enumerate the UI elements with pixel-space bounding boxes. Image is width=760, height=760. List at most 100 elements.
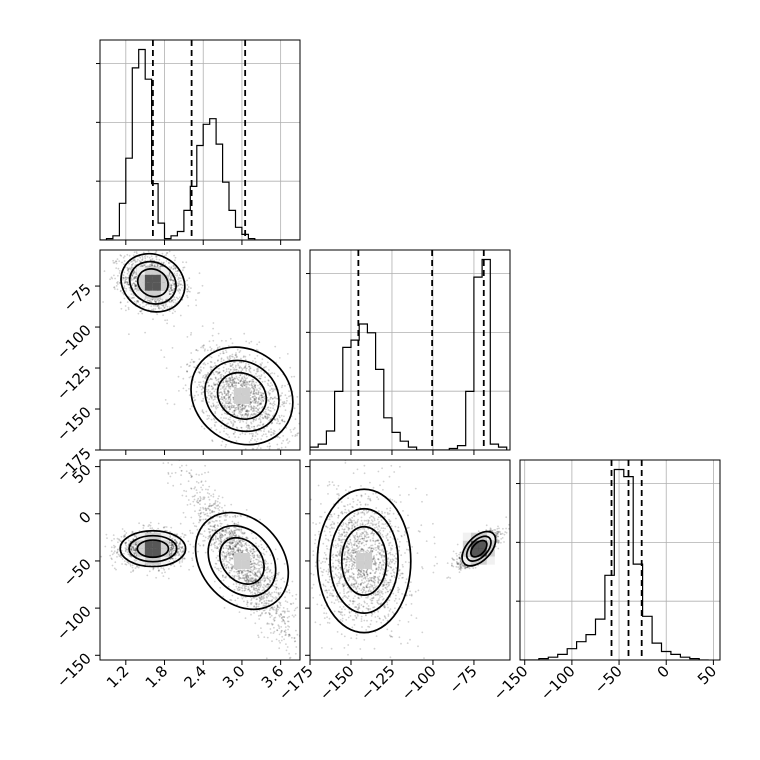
sample-point	[180, 286, 183, 289]
sample-point	[257, 398, 260, 401]
sample-point	[118, 538, 120, 541]
sample-point	[178, 562, 181, 564]
sample-point	[165, 298, 168, 301]
sample-point	[187, 304, 190, 307]
sample-point	[243, 355, 245, 357]
sample-point	[177, 278, 180, 281]
sample-point	[232, 396, 235, 399]
sample-point	[180, 283, 182, 286]
sample-point	[197, 482, 200, 484]
sample-point	[185, 389, 188, 392]
sample-point	[198, 272, 201, 275]
sample-point	[249, 415, 252, 418]
sample-point	[210, 427, 213, 429]
sample-point	[225, 385, 228, 388]
sample-point	[189, 503, 192, 505]
sample-point	[177, 297, 179, 300]
sample-point	[293, 640, 296, 643]
sample-point	[262, 405, 264, 408]
sample-point	[171, 547, 174, 550]
sample-point	[123, 255, 126, 258]
sample-point	[233, 377, 236, 379]
sample-point	[263, 366, 266, 369]
sample-point	[252, 418, 255, 421]
sample-point	[258, 387, 261, 389]
sample-point	[243, 367, 245, 369]
sample-point	[104, 545, 107, 548]
sample-point	[245, 369, 248, 372]
sample-point	[219, 384, 222, 387]
sample-point	[166, 319, 169, 321]
sample-point	[271, 575, 273, 578]
sample-point	[161, 308, 164, 311]
sample-point	[258, 375, 260, 377]
sample-point	[178, 390, 180, 392]
sample-point	[245, 340, 248, 343]
sample-point	[190, 375, 192, 378]
sample-point	[145, 304, 147, 307]
sample-point	[190, 332, 193, 334]
sample-point	[224, 387, 227, 389]
sample-point	[144, 257, 147, 260]
sample-point	[149, 263, 152, 266]
sample-point	[215, 407, 218, 410]
sample-point	[209, 390, 212, 393]
sample-point	[178, 283, 181, 286]
sample-point	[288, 440, 291, 443]
sample-point	[242, 416, 245, 419]
sample-point	[124, 281, 127, 284]
sample-point	[192, 545, 195, 548]
sample-point	[168, 568, 170, 570]
sample-point	[294, 418, 297, 421]
sample-point	[116, 556, 118, 558]
sample-point	[207, 362, 209, 365]
sample-point	[170, 285, 173, 288]
sample-point	[132, 258, 135, 261]
sample-point	[173, 282, 176, 285]
sample-point	[287, 442, 289, 444]
sample-point	[214, 383, 217, 386]
sample-point	[130, 266, 133, 269]
sample-point	[137, 300, 140, 302]
sample-point	[141, 265, 144, 268]
sample-point	[288, 390, 290, 393]
sample-point	[126, 283, 128, 286]
sample-point	[285, 402, 287, 405]
sample-point	[230, 569, 233, 572]
sample-point	[154, 300, 156, 303]
sample-point	[186, 296, 189, 299]
sample-point	[186, 336, 189, 338]
sample-point	[174, 557, 177, 560]
sample-point	[251, 593, 254, 596]
sample-point	[217, 354, 220, 357]
sample-point	[127, 306, 130, 309]
sample-point	[205, 410, 208, 413]
sample-point	[127, 539, 130, 542]
sample-point	[176, 533, 179, 535]
sample-point	[243, 384, 246, 387]
sample-point	[288, 591, 291, 594]
sample-point	[257, 634, 259, 637]
sample-point	[245, 422, 248, 424]
sample-point	[172, 279, 175, 282]
sample-point	[150, 262, 153, 265]
sample-point	[286, 353, 289, 355]
sample-point	[156, 299, 158, 302]
sample-point	[174, 259, 176, 262]
sample-point	[131, 566, 134, 569]
sample-point	[170, 284, 173, 287]
sample-point	[182, 377, 185, 380]
sample-point	[171, 284, 173, 287]
sample-point	[178, 280, 181, 283]
sample-point	[234, 431, 236, 434]
sample-point	[149, 521, 152, 524]
sample-point	[247, 426, 249, 428]
sample-point	[248, 381, 251, 383]
sample-point	[155, 258, 158, 261]
sample-point	[161, 298, 164, 301]
sample-point	[280, 442, 283, 445]
sample-point	[176, 274, 178, 277]
sample-point	[295, 598, 297, 600]
sample-point	[221, 440, 224, 443]
